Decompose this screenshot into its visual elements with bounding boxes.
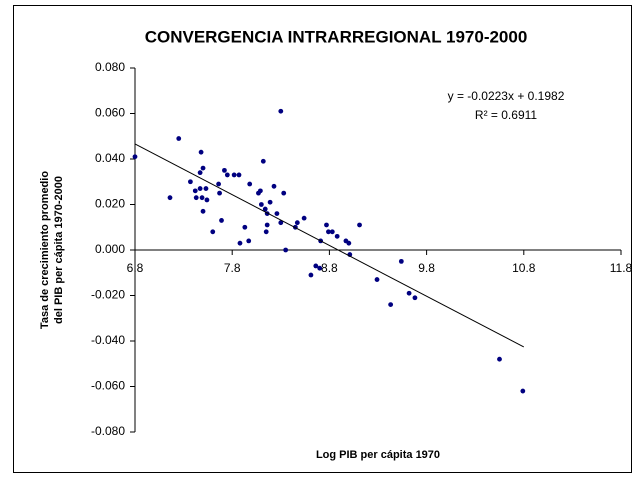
point [203, 186, 209, 191]
point [497, 356, 502, 362]
y-tick-label: -0.020 [91, 288, 125, 302]
point [374, 277, 380, 282]
point [167, 195, 173, 201]
point [192, 188, 198, 194]
point [301, 215, 307, 221]
r-squared: R² = 0.6911 [475, 108, 537, 122]
point [224, 172, 230, 178]
y-tick-label: -0.080 [91, 424, 125, 438]
point [258, 202, 264, 207]
point [236, 172, 242, 178]
point [247, 181, 253, 187]
y-axis-title: del PIB per cápita 1970-2000 [53, 176, 65, 324]
x-tick-label: 6.8 [127, 261, 144, 275]
point [257, 188, 263, 194]
point [197, 186, 203, 191]
point [278, 220, 284, 226]
point [313, 263, 319, 269]
point [357, 222, 362, 228]
point [388, 302, 394, 307]
point [346, 240, 352, 246]
point [198, 149, 204, 155]
x-tick-label: 8.8 [321, 261, 338, 275]
point [219, 218, 224, 223]
x-tick-label: 10.8 [512, 261, 536, 275]
point [200, 165, 206, 171]
point [263, 229, 269, 235]
point [132, 154, 138, 160]
point [324, 222, 329, 228]
point [197, 170, 203, 176]
point [267, 199, 273, 205]
point [242, 224, 248, 230]
x-axis-title: Log PIB per cápita 1970 [316, 449, 440, 461]
point [334, 233, 340, 239]
point [281, 190, 287, 196]
y-tick-label: -0.040 [91, 333, 125, 347]
point [217, 190, 222, 196]
y-tick-label: 0.020 [95, 197, 125, 211]
point [193, 195, 199, 201]
point [520, 388, 526, 394]
point [237, 240, 243, 246]
point [308, 272, 314, 278]
point [260, 158, 266, 164]
y-axis-title: Tasa de crecimiento promedio [39, 171, 51, 329]
chart-frame [13, 5, 632, 473]
x-tick-label: 11.8 [610, 261, 633, 275]
point [210, 229, 216, 235]
point [216, 181, 221, 187]
point [412, 295, 418, 301]
point [188, 179, 193, 185]
point [271, 183, 277, 189]
point [231, 172, 237, 178]
point [274, 211, 280, 217]
y-tick-label: 0.060 [95, 106, 125, 120]
point [283, 247, 289, 253]
point [199, 195, 205, 201]
point [176, 136, 182, 141]
point [398, 258, 404, 264]
y-tick-label: -0.060 [91, 379, 125, 393]
point [204, 197, 210, 203]
point [294, 220, 300, 226]
point [406, 290, 412, 296]
point [264, 222, 270, 228]
point [278, 108, 284, 114]
chart-title: CONVERGENCIA INTRARREGIONAL 1970-2000 [145, 27, 528, 46]
x-tick-label: 7.8 [224, 261, 241, 275]
y-tick-label: 0.080 [95, 60, 125, 74]
point [326, 229, 331, 235]
y-tick-label: 0.000 [95, 242, 125, 256]
point [200, 208, 206, 214]
y-tick-label: 0.040 [95, 151, 125, 165]
point [222, 167, 227, 173]
point [262, 206, 268, 212]
trendline [134, 143, 525, 348]
x-tick-label: 9.8 [418, 261, 435, 275]
point [317, 265, 323, 271]
equation: y = -0.0223x + 0.1982 [448, 89, 565, 103]
point [246, 238, 252, 244]
point [329, 229, 335, 235]
